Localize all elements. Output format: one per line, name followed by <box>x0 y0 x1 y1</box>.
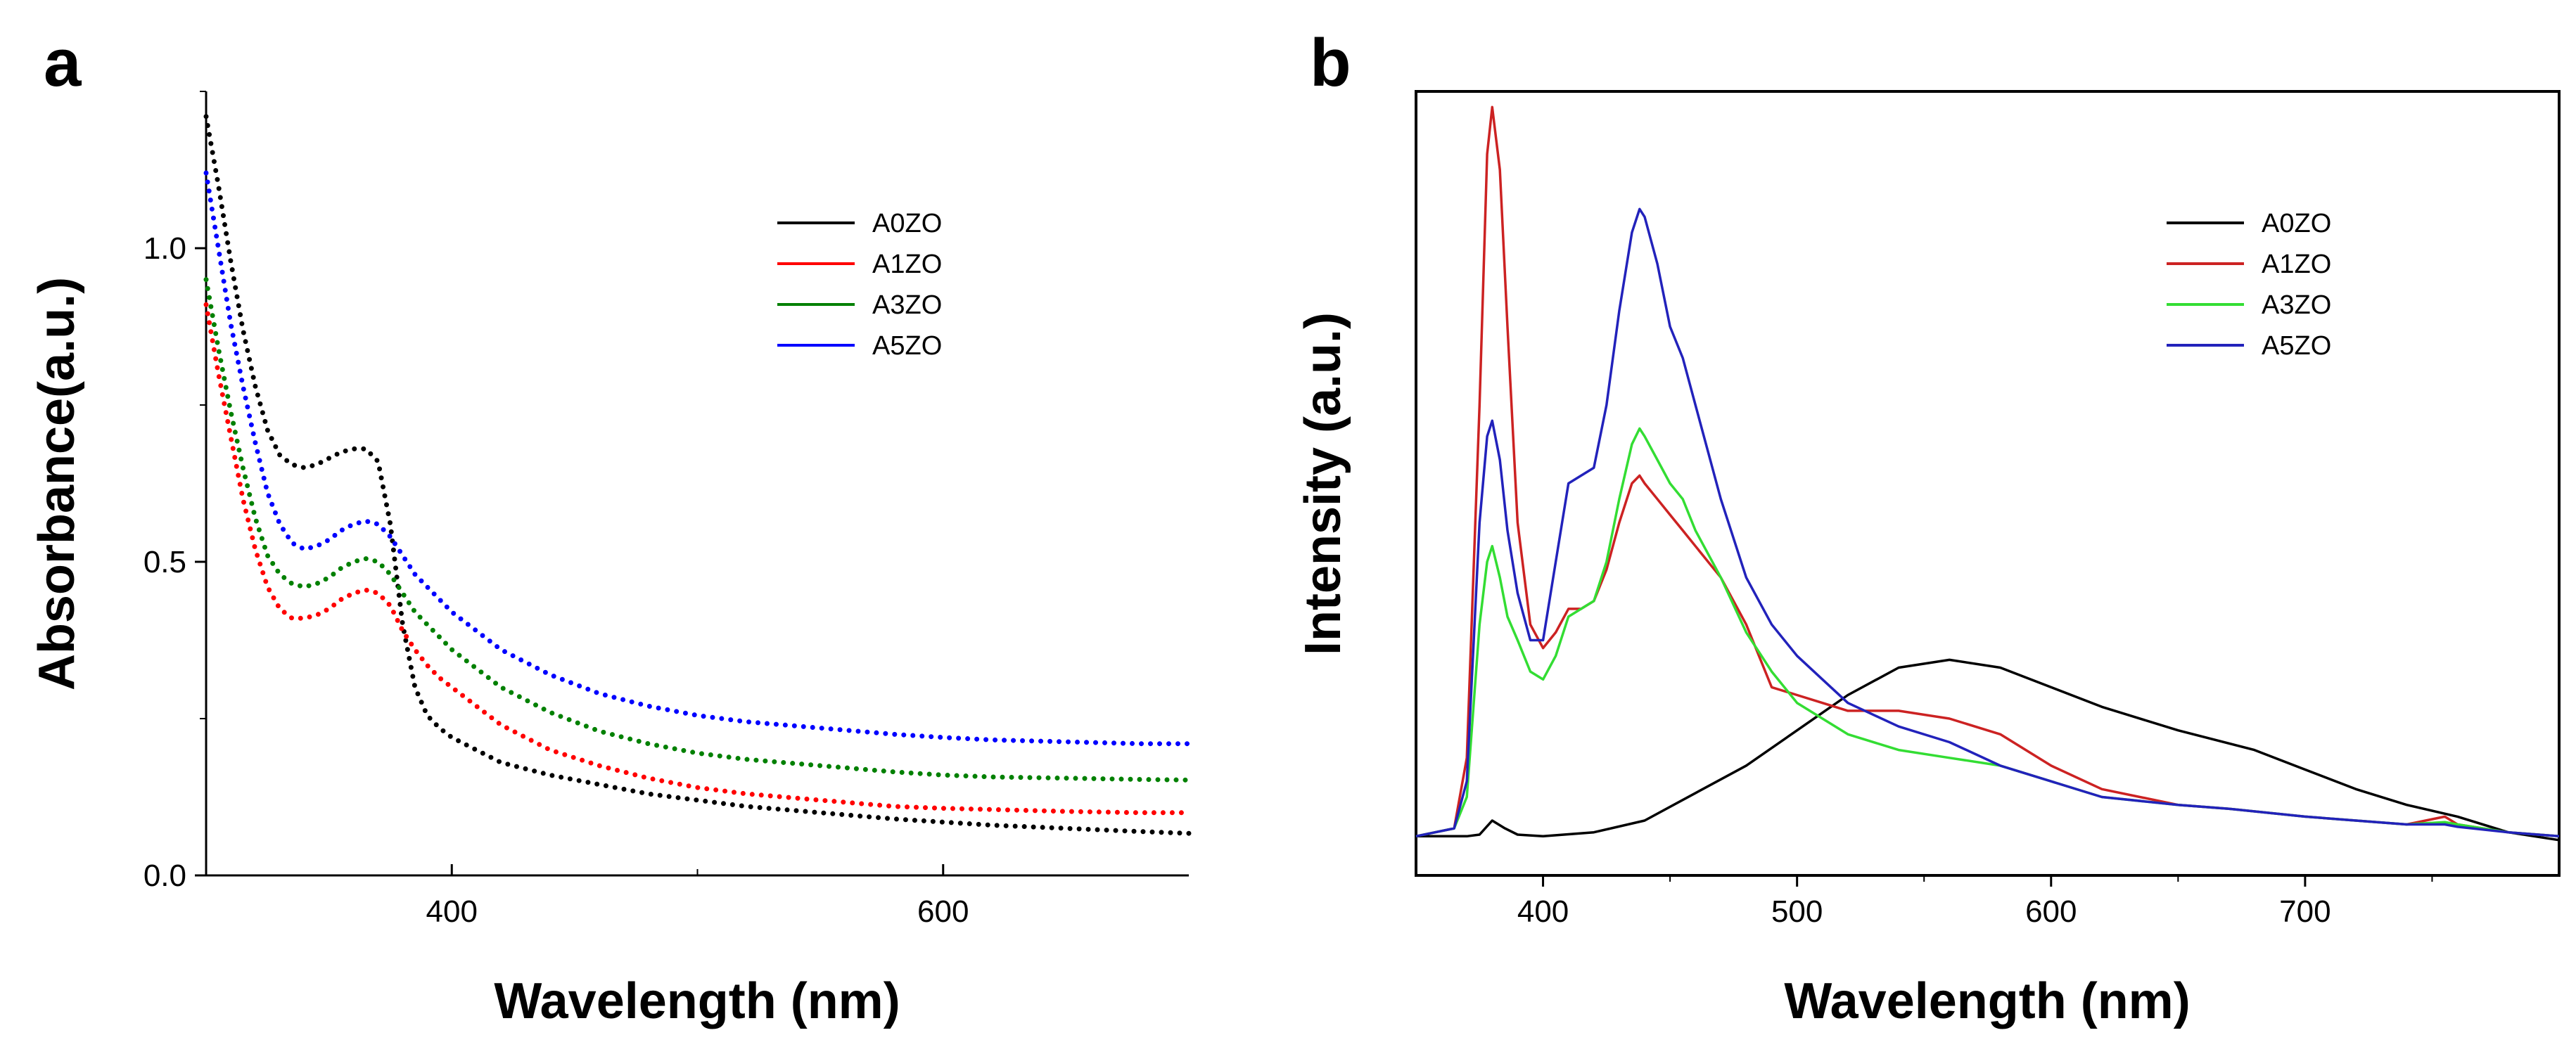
x-tick-label: 700 <box>2279 894 2330 929</box>
panel-b-plot-frame <box>1415 90 2561 877</box>
panel-a-y-axis-title: Absorbance(a.u.) <box>29 277 85 690</box>
panel-b-x-axis-title: Wavelength (nm) <box>1784 973 2190 1029</box>
legend-label-a0zo: A0ZO <box>2262 209 2331 238</box>
x-tick-label: 500 <box>1771 894 1823 929</box>
y-tick-label: 1.0 <box>144 231 186 266</box>
series-line-a3zo <box>1415 427 2560 838</box>
panel-label-b: b <box>1310 25 1351 101</box>
panel-a-absorbance-chart: a 400 600 0.0 0.5 1.0 A0ZO A1ZO A3ZO A5ZO Wavel… <box>29 25 1192 1029</box>
x-tick-label: 600 <box>917 894 969 929</box>
legend-label-a1zo: A1ZO <box>2262 250 2331 279</box>
series-line-a0zo <box>1416 658 2560 842</box>
series-line-a5zo <box>203 170 1192 747</box>
y-tick-label: 0.0 <box>144 859 186 893</box>
x-tick-label: 600 <box>2025 894 2077 929</box>
x-tick-label: 400 <box>1517 894 1569 929</box>
panel-b-intensity-chart: b 400 500 600 700 A0ZO A1ZO A3ZO A5ZO Waveleng… <box>1295 25 2561 1029</box>
panel-label-a: a <box>44 25 82 101</box>
legend-label-a3zo: A3ZO <box>2262 290 2331 320</box>
series-line-a3zo <box>203 277 1192 783</box>
x-tick-label: 400 <box>426 894 478 929</box>
panel-a-x-axis-title: Wavelength (nm) <box>494 973 900 1029</box>
panel-b-y-axis-title: Intensity (a.u.) <box>1295 312 1351 655</box>
series-line-a0zo <box>203 114 1192 836</box>
legend-label-a5zo: A5ZO <box>2262 331 2331 361</box>
legend-label-a0zo: A0ZO <box>872 209 942 238</box>
legend-label-a3zo: A3ZO <box>872 290 942 320</box>
series-line-a5zo <box>1415 207 2560 838</box>
legend-label-a1zo: A1ZO <box>872 250 942 279</box>
y-tick-label: 0.5 <box>144 545 186 579</box>
series-line-a1zo <box>203 302 1192 816</box>
legend-label-a5zo: A5ZO <box>872 331 942 361</box>
